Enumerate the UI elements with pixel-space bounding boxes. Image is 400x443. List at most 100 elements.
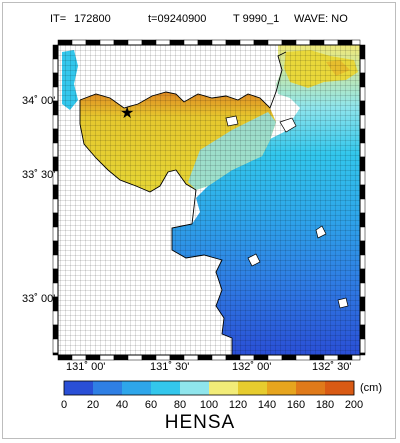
border-tick-segment xyxy=(225,39,241,46)
border-tick-segment xyxy=(52,58,59,74)
iteration-label: IT= xyxy=(50,13,67,25)
colorbar-tick-label: 20 xyxy=(87,399,99,411)
iteration-value: 172800 xyxy=(74,13,111,25)
border-tick-segment xyxy=(113,39,129,46)
border-tick-segment xyxy=(359,310,366,326)
lon-label-132-30: 132˚ 30' xyxy=(312,361,351,373)
border-tick-segment xyxy=(197,39,213,46)
border-tick-segment xyxy=(253,39,269,46)
island-c xyxy=(247,253,261,267)
colorbar: 0 20 40 60 80 100 120 140 160 180 200 xyxy=(61,380,363,411)
colorbar-tick-label: 160 xyxy=(287,399,305,411)
border-tick-segment xyxy=(183,354,199,361)
border-tick-segment xyxy=(52,142,59,158)
border-tick-segment xyxy=(225,354,241,361)
lon-label-132-00: 132˚ 00' xyxy=(232,361,271,373)
border-tick-segment xyxy=(309,39,325,46)
border-tick-segment xyxy=(267,354,283,361)
colorbar-outline xyxy=(63,380,355,396)
border-tick-segment xyxy=(359,100,366,116)
colorbar-tick-label: 60 xyxy=(145,399,157,411)
island-a xyxy=(279,117,297,133)
border-tick-segment xyxy=(253,354,269,361)
colorbar-unit: (cm) xyxy=(360,382,382,394)
border-tick-segment xyxy=(141,354,157,361)
border-tick-segment xyxy=(359,212,366,228)
border-tick-segment xyxy=(57,39,73,46)
border-tick-segment xyxy=(359,352,366,356)
border-tick-segment xyxy=(71,39,87,46)
colorbar-tick-label: 180 xyxy=(316,399,334,411)
wave-status: WAVE: NO xyxy=(294,13,348,25)
border-tick-segment xyxy=(281,39,297,46)
island-d xyxy=(315,225,327,239)
colorbar-swatch xyxy=(296,381,326,395)
border-tick-segment xyxy=(267,39,283,46)
border-tick-segment xyxy=(337,39,353,46)
border-tick-segment xyxy=(52,254,59,270)
border-tick-segment xyxy=(197,354,213,361)
border-tick-segment xyxy=(52,72,59,88)
border-tick-segment xyxy=(52,44,59,60)
border-tick-segment xyxy=(155,39,171,46)
border-tick-segment xyxy=(113,354,129,361)
colorbar-swatch xyxy=(325,381,355,395)
border-tick-segment xyxy=(52,352,59,356)
border-tick-segment xyxy=(323,39,339,46)
border-tick-segment xyxy=(211,354,227,361)
border-tick-segment xyxy=(359,128,366,144)
border-tick-segment xyxy=(239,39,255,46)
border-tick-segment xyxy=(169,354,185,361)
border-tick-segment xyxy=(239,354,255,361)
border-tick-segment xyxy=(359,170,366,186)
border-tick-segment xyxy=(359,58,366,74)
colorbar-tick-label: 0 xyxy=(61,399,67,411)
header-line: IT= 172800 t=09240900 T 9990_1 WAVE: NO xyxy=(0,13,400,29)
colorbar-swatch xyxy=(180,381,210,395)
colorbar-swatch xyxy=(209,381,239,395)
border-tick-segment xyxy=(309,354,325,361)
border-tick-segment xyxy=(359,184,366,200)
border-tick-segment xyxy=(295,39,311,46)
lat-label-34-00: 34˚ 00' xyxy=(22,95,55,107)
border-tick-segment xyxy=(127,354,143,361)
border-tick-segment xyxy=(52,114,59,130)
border-tick-segment xyxy=(71,354,87,361)
border-tick-segment xyxy=(359,114,366,130)
colorbar-tick-label: 40 xyxy=(116,399,128,411)
border-tick-segment xyxy=(351,39,361,46)
border-tick-segment xyxy=(52,324,59,340)
colorbar-tick-label: 140 xyxy=(258,399,276,411)
coastline xyxy=(79,51,287,355)
plot-border xyxy=(57,44,361,356)
border-tick-segment xyxy=(295,354,311,361)
border-tick-segment xyxy=(281,354,297,361)
colorbar-title: HENSA xyxy=(164,412,236,433)
border-tick-segment xyxy=(359,44,366,60)
border-tick-segment xyxy=(57,354,73,361)
colorbar-swatch xyxy=(151,381,181,395)
border-tick-segment xyxy=(359,338,366,354)
border-tick-segment xyxy=(85,354,101,361)
border-tick-segment xyxy=(359,296,366,312)
colorbar-tick-label: 120 xyxy=(229,399,247,411)
border-tick-segment xyxy=(359,198,366,214)
border-tick-segment xyxy=(52,310,59,326)
colorbar-swatch xyxy=(93,381,123,395)
border-tick-segment xyxy=(169,39,185,46)
colorbar-swatch xyxy=(238,381,268,395)
colorbar-tick-label: 80 xyxy=(174,399,186,411)
sea-field: ★ xyxy=(58,45,360,355)
border-tick-segment xyxy=(211,39,227,46)
border-tick-segment xyxy=(323,354,339,361)
border-tick-segment xyxy=(359,268,366,284)
colorbar-swatch xyxy=(122,381,152,395)
border-tick-segment xyxy=(155,354,171,361)
border-tick-segment xyxy=(99,39,115,46)
border-tick-segment xyxy=(52,226,59,242)
border-tick-segment xyxy=(359,240,366,256)
border-tick-segment xyxy=(99,354,115,361)
border-tick-segment xyxy=(351,354,361,361)
border-tick-segment xyxy=(359,324,366,340)
